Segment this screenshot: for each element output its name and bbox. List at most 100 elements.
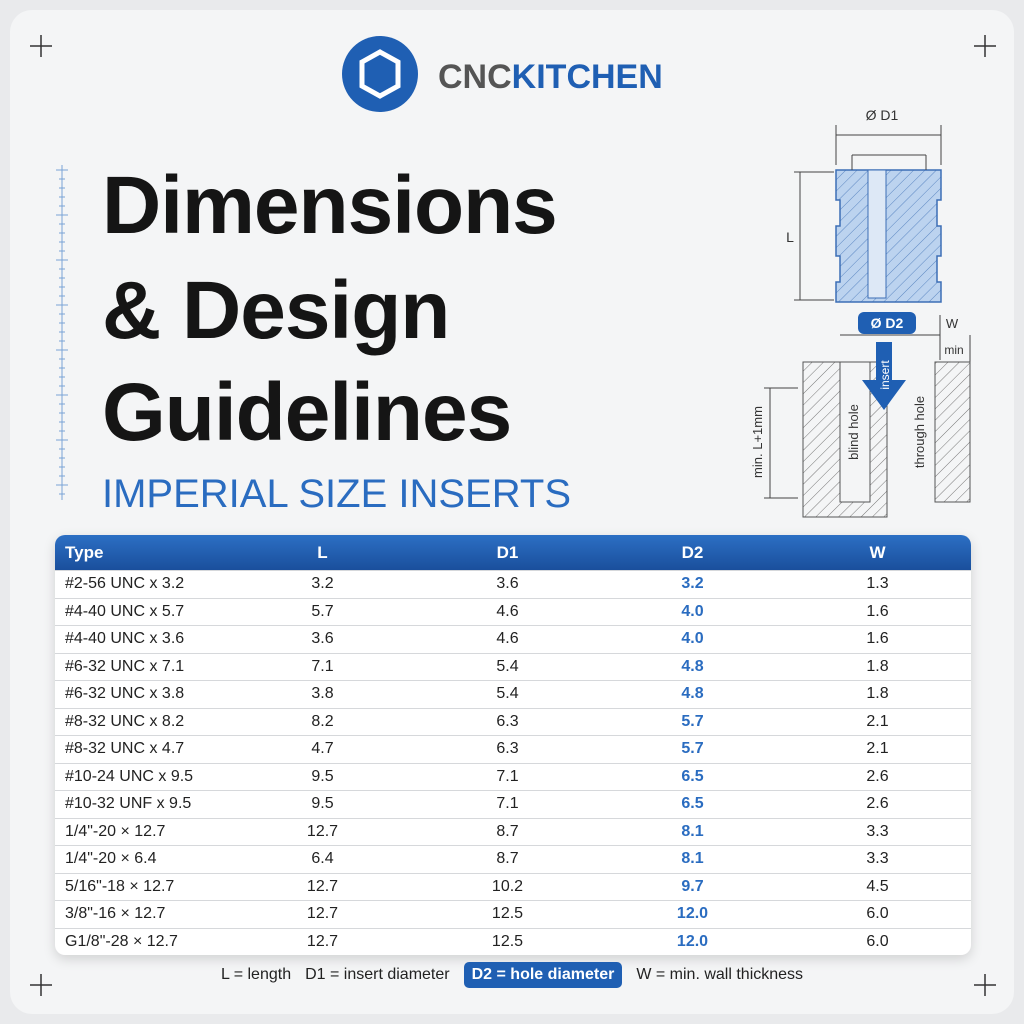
table-cell: 1.6 xyxy=(866,602,889,620)
table-row: #2-56 UNC x 3.2 3.2 3.6 3.2 1.3 xyxy=(55,570,971,598)
table-row: 1/4"-20 × 6.4 6.4 8.7 8.1 3.3 xyxy=(55,845,971,873)
l-label: L xyxy=(786,229,794,245)
header-cell: W xyxy=(869,542,886,562)
table-cell: 6.3 xyxy=(496,740,519,758)
table-cell: 6.3 xyxy=(496,712,519,730)
table-cell: 4.8 xyxy=(681,685,704,703)
blind-label: blind hole xyxy=(846,404,861,460)
logo-right: KITCHEN xyxy=(512,58,663,96)
table-cell: 8.2 xyxy=(311,712,334,730)
table-cell: 4.6 xyxy=(496,602,519,620)
table-row: #10-24 UNC x 9.5 9.5 7.1 6.5 2.6 xyxy=(55,762,971,791)
table-cell: 2.6 xyxy=(866,795,889,813)
table-cell: 4.7 xyxy=(311,740,334,758)
table-cell: 3.6 xyxy=(311,630,334,648)
title-line: Dimensions xyxy=(102,160,558,251)
table-cell: 5/16"-18 × 12.7 xyxy=(65,877,175,895)
table-cell: 3.2 xyxy=(311,575,334,593)
table-cell: 1/4"-20 × 6.4 xyxy=(65,850,157,868)
table-cell: 12.0 xyxy=(676,932,709,950)
table-cell: #6-32 UNC x 3.8 xyxy=(65,685,185,703)
min-label: min xyxy=(944,343,963,357)
table-cell: 3.8 xyxy=(311,685,334,703)
table-cell: 6.5 xyxy=(681,767,704,785)
table-cell: #4-40 UNC x 3.6 xyxy=(65,630,185,648)
subtitle: IMPERIAL SIZE INSERTS xyxy=(102,472,572,516)
header-cell: L xyxy=(317,542,328,562)
table-cell: 12.5 xyxy=(491,905,524,923)
legend-item: D1 = insert diameter xyxy=(305,966,450,983)
insert-label: insert xyxy=(878,360,892,390)
legend-item: D2 = hole diameter xyxy=(463,962,623,988)
table-cell: 4.0 xyxy=(681,602,704,620)
table-cell: #8-32 UNC x 4.7 xyxy=(65,740,185,758)
table-cell: 1.8 xyxy=(866,657,889,675)
legend-item: L = length xyxy=(220,966,292,983)
table-cell: 7.1 xyxy=(496,795,519,813)
title-line: Guidelines xyxy=(102,367,512,458)
table-cell: 3.2 xyxy=(681,575,704,593)
table-cell: 12.0 xyxy=(676,905,709,923)
table-cell: 12.7 xyxy=(306,932,339,950)
table-cell: 6.4 xyxy=(311,850,334,868)
header-row: Type L D1 D2 W xyxy=(55,535,971,570)
table-row: 3/8"-16 × 12.7 12.7 12.5 12.0 6.0 xyxy=(55,900,971,928)
legend: L = length D1 = insert diameter D2 = hole … xyxy=(10,962,1014,988)
table-row: #8-32 UNC x 4.7 4.7 6.3 5.7 2.1 xyxy=(55,735,971,763)
table-cell: #6-32 UNC x 7.1 xyxy=(65,657,185,675)
table-cell: 5.7 xyxy=(681,740,704,758)
table-cell: 5.4 xyxy=(496,685,519,703)
header-cell: Type xyxy=(65,542,104,562)
table-cell: G1/8"-28 × 12.7 xyxy=(65,932,178,950)
table-cell: 7.1 xyxy=(496,767,519,785)
table-cell: 12.7 xyxy=(306,822,339,840)
table-cell: 8.1 xyxy=(681,850,704,868)
table-row: #10-32 UNF x 9.5 9.5 7.1 6.5 2.6 xyxy=(55,790,971,818)
insert-diagram: Ø D1 L Ø D2 W min insert min. L+1mm blin… xyxy=(750,107,971,518)
table-cell: 4.0 xyxy=(681,630,704,648)
table-cell: 5.4 xyxy=(496,657,519,675)
table-cell: 3.6 xyxy=(496,575,519,593)
table-cell: #8-32 UNC x 8.2 xyxy=(65,712,185,730)
art: CNCKITCHEN Ø D1 L Ø D2 W min insert min.… xyxy=(30,35,996,996)
w-label: W xyxy=(946,316,959,331)
d1-label: Ø D1 xyxy=(866,107,899,123)
table-cell: 12.7 xyxy=(306,905,339,923)
through-label: through hole xyxy=(912,396,927,468)
table-cell: 8.7 xyxy=(496,850,519,868)
table-cell: 1/4"-20 × 12.7 xyxy=(65,822,166,840)
table-cell: #10-32 UNF x 9.5 xyxy=(65,795,192,813)
table-row: #8-32 UNC x 8.2 8.2 6.3 5.7 2.1 xyxy=(55,707,971,736)
ruler xyxy=(56,165,68,500)
table-cell: 1.8 xyxy=(866,685,889,703)
table-cell: 4.8 xyxy=(681,657,704,675)
table-row: 5/16"-18 × 12.7 12.7 10.2 9.7 4.5 xyxy=(55,872,971,901)
depth-label: min. L+1mm xyxy=(750,406,765,478)
table-cell: 6.0 xyxy=(866,932,889,950)
table-cell: 1.6 xyxy=(866,630,889,648)
table-cell: #10-24 UNC x 9.5 xyxy=(65,767,194,785)
title-line: & Design xyxy=(102,265,450,356)
table-cell: 5.7 xyxy=(311,602,334,620)
table-cell: #2-56 UNC x 3.2 xyxy=(65,575,185,593)
table-cell: 7.1 xyxy=(311,657,334,675)
table-cell: 10.2 xyxy=(491,877,524,895)
table-cell: 9.5 xyxy=(311,795,334,813)
corner-marks xyxy=(30,35,996,996)
logo-mark xyxy=(359,49,401,99)
table: Type L D1 D2 W #2-56 UNC x 3.2 3.2 3.6 3.2 1.3 #4-… xyxy=(55,535,971,955)
table-cell: 9.7 xyxy=(681,877,704,895)
table-cell: 5.7 xyxy=(681,712,704,730)
table-cell: 2.6 xyxy=(866,767,889,785)
table-cell: 9.5 xyxy=(311,767,334,785)
table-cell: 6.0 xyxy=(866,905,889,923)
table-cell: 2.1 xyxy=(866,740,889,758)
table-cell: 8.7 xyxy=(496,822,519,840)
table-cell: 2.1 xyxy=(866,712,889,730)
table-cell: 12.7 xyxy=(306,877,339,895)
table-cell: 4.5 xyxy=(866,877,889,895)
table-cell: 6.5 xyxy=(681,795,704,813)
table-cell: 3.3 xyxy=(866,822,889,840)
header-cell: D1 xyxy=(496,542,519,562)
legend-item: W = min. wall thickness xyxy=(636,966,804,983)
